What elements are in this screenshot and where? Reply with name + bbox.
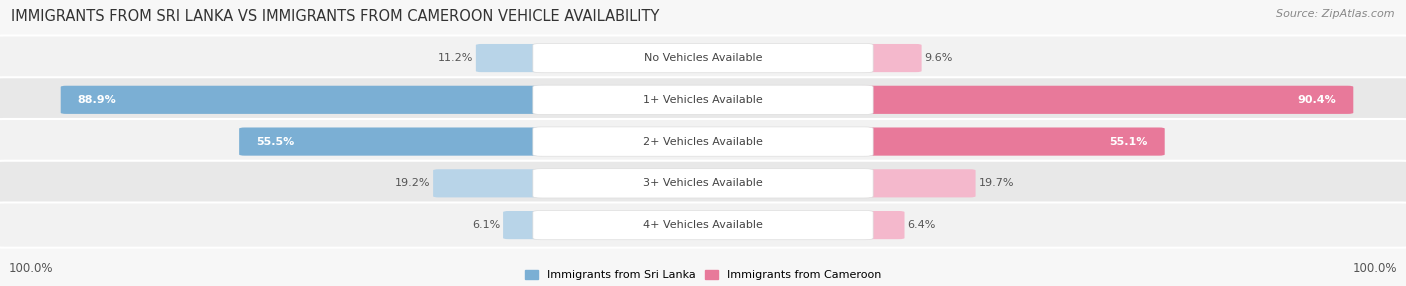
- Text: 55.1%: 55.1%: [1109, 137, 1147, 146]
- FancyBboxPatch shape: [533, 127, 873, 156]
- FancyBboxPatch shape: [859, 44, 921, 72]
- FancyBboxPatch shape: [859, 86, 1354, 114]
- Text: 88.9%: 88.9%: [77, 95, 117, 105]
- Text: 100.0%: 100.0%: [1353, 262, 1398, 275]
- FancyBboxPatch shape: [475, 44, 547, 72]
- Text: IMMIGRANTS FROM SRI LANKA VS IMMIGRANTS FROM CAMEROON VEHICLE AVAILABILITY: IMMIGRANTS FROM SRI LANKA VS IMMIGRANTS …: [11, 9, 659, 23]
- Text: 2+ Vehicles Available: 2+ Vehicles Available: [643, 137, 763, 146]
- Text: 4+ Vehicles Available: 4+ Vehicles Available: [643, 220, 763, 230]
- Text: 55.5%: 55.5%: [256, 137, 294, 146]
- Text: 11.2%: 11.2%: [437, 53, 472, 63]
- FancyBboxPatch shape: [503, 211, 547, 239]
- FancyBboxPatch shape: [0, 35, 1406, 81]
- FancyBboxPatch shape: [433, 169, 547, 197]
- FancyBboxPatch shape: [0, 202, 1406, 248]
- Text: 9.6%: 9.6%: [924, 53, 953, 63]
- FancyBboxPatch shape: [533, 43, 873, 73]
- FancyBboxPatch shape: [0, 161, 1406, 206]
- FancyBboxPatch shape: [859, 211, 904, 239]
- Text: 1+ Vehicles Available: 1+ Vehicles Available: [643, 95, 763, 105]
- Text: 19.2%: 19.2%: [395, 178, 430, 188]
- FancyBboxPatch shape: [239, 128, 547, 156]
- FancyBboxPatch shape: [0, 119, 1406, 164]
- Text: 19.7%: 19.7%: [979, 178, 1014, 188]
- FancyBboxPatch shape: [859, 169, 976, 197]
- Text: 6.4%: 6.4%: [907, 220, 936, 230]
- Text: 3+ Vehicles Available: 3+ Vehicles Available: [643, 178, 763, 188]
- Text: 6.1%: 6.1%: [472, 220, 501, 230]
- FancyBboxPatch shape: [533, 169, 873, 198]
- FancyBboxPatch shape: [60, 86, 547, 114]
- Text: 90.4%: 90.4%: [1298, 95, 1337, 105]
- Legend: Immigrants from Sri Lanka, Immigrants from Cameroon: Immigrants from Sri Lanka, Immigrants fr…: [524, 270, 882, 281]
- Text: No Vehicles Available: No Vehicles Available: [644, 53, 762, 63]
- Text: Source: ZipAtlas.com: Source: ZipAtlas.com: [1277, 9, 1395, 19]
- FancyBboxPatch shape: [533, 210, 873, 240]
- Text: 100.0%: 100.0%: [8, 262, 53, 275]
- FancyBboxPatch shape: [859, 128, 1164, 156]
- FancyBboxPatch shape: [0, 77, 1406, 122]
- FancyBboxPatch shape: [533, 85, 873, 114]
